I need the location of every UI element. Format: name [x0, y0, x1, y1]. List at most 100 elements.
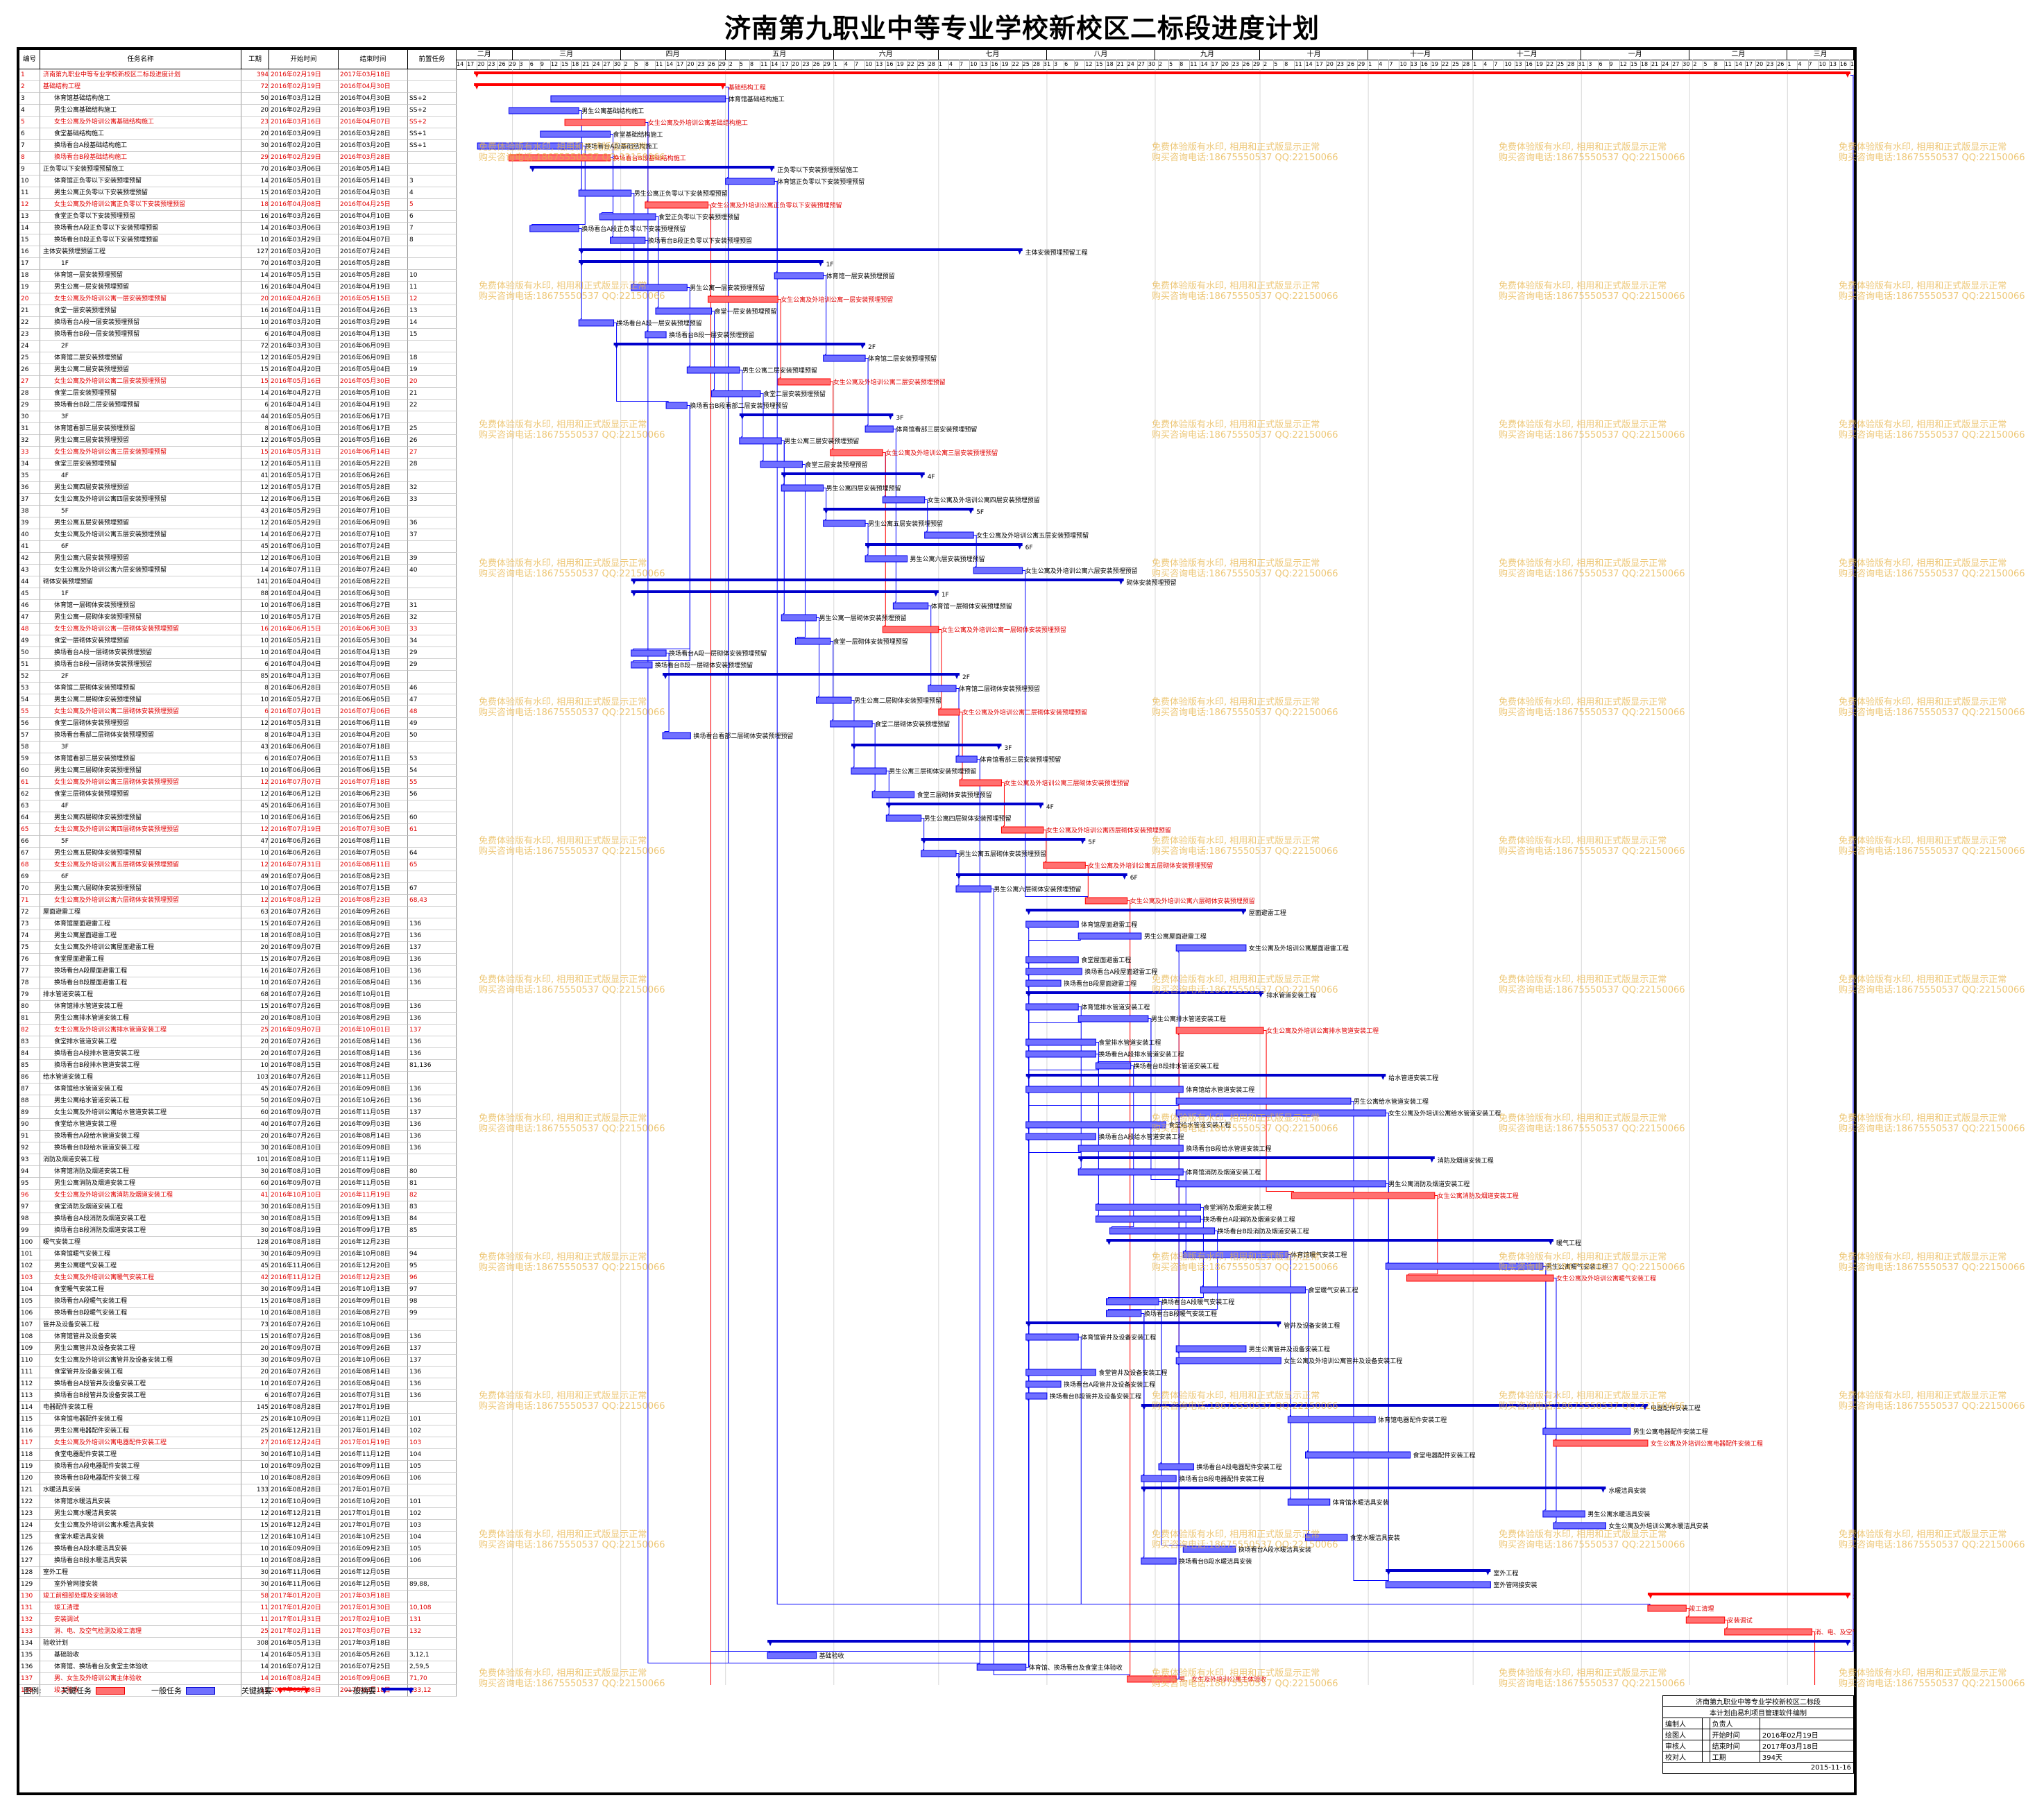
table-row[interactable]: 45 1F 88 2016年04月04日 2016年06月30日	[19, 588, 457, 600]
table-row[interactable]: 25 体育馆二层安装预埋预留 12 2016年05月29日 2016年06月09日 18	[19, 352, 457, 364]
table-row[interactable]: 47 男生公寓一层砌体安装预埋预留 10 2016年05月17日 2016年05月26日…	[19, 612, 457, 624]
table-row[interactable]: 52 2F 85 2016年04月13日 2016年07月06日	[19, 671, 457, 683]
table-row[interactable]: 112 换场看台A段管井及设备安装工程 10 2016年07月26日 2016年08月0…	[19, 1378, 457, 1390]
table-row[interactable]: 54 男生公寓二层砌体安装预埋预留 10 2016年05月27日 2016年06月05日…	[19, 694, 457, 706]
table-row[interactable]: 120 换场看台B段电器配件安装工程 10 2016年08月28日 2016年09月06…	[19, 1473, 457, 1484]
table-row[interactable]: 69 6F 49 2016年07月06日 2016年08月23日	[19, 871, 457, 883]
table-row[interactable]: 71 女生公寓及外培训公寓六层砌体安装预埋预留 12 2016年08月12日 2016年…	[19, 895, 457, 907]
table-row[interactable]: 106 换场看台B段暖气安装工程 10 2016年08月18日 2016年08月27日 9…	[19, 1308, 457, 1319]
table-row[interactable]: 133 消、电、及空气检测及竣工清理 25 2017年02月11日 2017年03月07…	[19, 1626, 457, 1638]
table-row[interactable]: 43 女生公寓及外培训公寓六层安装预埋预留 14 2016年07月11日 2016年07…	[19, 565, 457, 576]
table-row[interactable]: 86 给水管道安装工程 103 2016年07月26日 2016年11月05日	[19, 1072, 457, 1084]
table-row[interactable]: 68 女生公寓及外培训公寓五层砌体安装预埋预留 12 2016年07月31日 2016年…	[19, 859, 457, 871]
table-row[interactable]: 122 体育馆水暖洁具安装 12 2016年10月09日 2016年10月20日 101	[19, 1496, 457, 1508]
table-row[interactable]: 29 换场看台B段二层安装预埋预留 6 2016年04月14日 2016年04月19日 2…	[19, 400, 457, 411]
table-row[interactable]: 135 基础验收 14 2016年05月13日 2016年05月26日 3,12,1	[19, 1650, 457, 1661]
table-row[interactable]: 7 换场看台A段基础结构施工 30 2016年02月20日 2016年03月20日 SS+…	[19, 140, 457, 152]
table-row[interactable]: 80 体育馆排水管道安装工程 15 2016年07月26日 2016年08月09日 136	[19, 1001, 457, 1013]
table-row[interactable]: 114 电器配件安装工程 145 2016年08月28日 2017年01月19日	[19, 1402, 457, 1414]
header-duration[interactable]: 工期	[241, 50, 269, 69]
header-name[interactable]: 任务名称	[40, 50, 241, 69]
table-row[interactable]: 123 男生公寓水暖洁具安装 12 2016年12月21日 2017年01月01日 102	[19, 1508, 457, 1520]
table-row[interactable]: 85 换场看台B段排水管道安装工程 10 2016年08月15日 2016年08月24日…	[19, 1060, 457, 1072]
table-row[interactable]: 42 男生公寓六层安装预埋预留 12 2016年06月10日 2016年06月21日 39	[19, 553, 457, 565]
table-row[interactable]: 12 女生公寓及外培训公寓正负零以下安装预埋预留 18 2016年04月08日 2016…	[19, 199, 457, 211]
table-row[interactable]: 70 男生公寓六层砌体安装预埋预留 10 2016年07月06日 2016年07月15日…	[19, 883, 457, 895]
table-row[interactable]: 108 体育馆管井及设备安装 15 2016年07月26日 2016年08月09日 136	[19, 1331, 457, 1343]
table-row[interactable]: 116 男生公寓电器配件安装工程 25 2016年12月21日 2017年01月14日 1…	[19, 1425, 457, 1437]
table-row[interactable]: 3 体育馆基础结构施工 50 2016年03月12日 2016年04月30日 SS+2	[19, 93, 457, 105]
table-row[interactable]: 128 室外工程 30 2016年11月06日 2016年12月05日	[19, 1567, 457, 1579]
table-row[interactable]: 50 换场看台A段一层砌体安装预埋预留 10 2016年04月04日 2016年04月1…	[19, 647, 457, 659]
table-row[interactable]: 53 体育馆二层砌体安装预埋预留 8 2016年06月28日 2016年07月05日 46	[19, 683, 457, 694]
table-row[interactable]: 89 女生公寓及外培训公寓给水管道安装工程 60 2016年09月07日 2016年11…	[19, 1107, 457, 1119]
table-row[interactable]: 32 男生公寓三层安装预埋预留 12 2016年05月05日 2016年05月16日 26	[19, 435, 457, 447]
table-row[interactable]: 130 竣工前细部处理及安装验收 58 2017年01月20日 2017年03月18日	[19, 1591, 457, 1602]
table-row[interactable]: 20 女生公寓及外培训公寓一层安装预埋预留 20 2016年04月26日 2016年05…	[19, 293, 457, 305]
table-row[interactable]: 30 3F 44 2016年05月05日 2016年06月17日	[19, 411, 457, 423]
table-row[interactable]: 10 体育馆正负零以下安装预埋预留 14 2016年05月01日 2016年05月14日…	[19, 175, 457, 187]
table-row[interactable]: 35 4F 41 2016年05月17日 2016年06月26日	[19, 470, 457, 482]
header-id[interactable]: 编号	[19, 50, 40, 69]
table-row[interactable]: 36 男生公寓四层安装预埋预留 12 2016年05月17日 2016年05月28日 32	[19, 482, 457, 494]
table-row[interactable]: 93 消防及烟道安装工程 101 2016年08月10日 2016年11月19日	[19, 1154, 457, 1166]
table-row[interactable]: 58 3F 43 2016年06月06日 2016年07月18日	[19, 742, 457, 753]
table-row[interactable]: 136 体育馆、换场看台及食堂主体验收 14 2016年07月12日 2016年07月2…	[19, 1661, 457, 1673]
table-row[interactable]: 119 换场看台A段电器配件安装工程 10 2016年09月02日 2016年09月11…	[19, 1461, 457, 1473]
table-row[interactable]: 1 济南第九职业中等专业学校新校区二标段进度计划 394 2016年02月19日 201…	[19, 69, 457, 81]
table-row[interactable]: 118 食堂电器配件安装工程 30 2016年10月14日 2016年11月12日 104	[19, 1449, 457, 1461]
table-row[interactable]: 105 换场看台A段暖气安装工程 15 2016年08月18日 2016年09月01日 9…	[19, 1296, 457, 1308]
table-row[interactable]: 97 食堂消防及烟道安装工程 30 2016年08月15日 2016年09月13日 83	[19, 1201, 457, 1213]
table-row[interactable]: 31 体育馆看部三层安装预埋预留 8 2016年06月10日 2016年06月17日 25	[19, 423, 457, 435]
table-row[interactable]: 101 体育馆暖气安装工程 30 2016年09月09日 2016年10月08日 94	[19, 1249, 457, 1260]
table-row[interactable]: 5 女生公寓及外培训公寓基础结构施工 23 2016年03月16日 2016年04月07…	[19, 117, 457, 128]
table-row[interactable]: 74 男生公寓屋面避雷工程 18 2016年08月10日 2016年08月27日 136	[19, 930, 457, 942]
table-row[interactable]: 87 体育馆给水管道安装工程 45 2016年07月26日 2016年09月08日 136	[19, 1084, 457, 1095]
table-row[interactable]: 9 正负零以下安装预埋预留施工 70 2016年03月06日 2016年05月14日	[19, 164, 457, 175]
table-row[interactable]: 51 换场看台B段一层砌体安装预埋预留 6 2016年04月04日 2016年04月09…	[19, 659, 457, 671]
table-row[interactable]: 82 女生公寓及外培训公寓排水管道安装工程 25 2016年09月07日 2016年10…	[19, 1025, 457, 1036]
table-row[interactable]: 132 安装调试 11 2017年01月31日 2017年02月10日 131	[19, 1614, 457, 1626]
table-row[interactable]: 81 男生公寓排水管道安装工程 20 2016年08月10日 2016年08月29日 13…	[19, 1013, 457, 1025]
table-row[interactable]: 63 4F 45 2016年06月16日 2016年07月30日	[19, 800, 457, 812]
table-row[interactable]: 131 竣工清理 11 2017年01月20日 2017年01月30日 10,108	[19, 1602, 457, 1614]
header-end[interactable]: 结束时间	[339, 50, 408, 69]
table-row[interactable]: 61 女生公寓及外培训公寓三层砌体安装预埋预留 12 2016年07月07日 2016年…	[19, 777, 457, 789]
table-row[interactable]: 49 食堂一层砌体安装预埋预留 10 2016年05月21日 2016年05月30日 34	[19, 635, 457, 647]
table-row[interactable]: 115 体育馆电器配件安装工程 25 2016年10月09日 2016年11月02日 10…	[19, 1414, 457, 1425]
table-row[interactable]: 21 食堂一层安装预埋预留 16 2016年04月11日 2016年04月26日 13	[19, 305, 457, 317]
table-row[interactable]: 6 食堂基础结构施工 20 2016年03月09日 2016年03月28日 SS+1	[19, 128, 457, 140]
table-row[interactable]: 11 男生公寓正负零以下安装预埋预留 15 2016年03月20日 2016年04月03…	[19, 187, 457, 199]
table-row[interactable]: 104 食堂暖气安装工程 30 2016年09月14日 2016年10月13日 97	[19, 1284, 457, 1296]
table-row[interactable]: 95 男生公寓消防及烟道安装工程 60 2016年09月07日 2016年11月05日 8…	[19, 1178, 457, 1190]
table-row[interactable]: 99 换场看台B段消防及烟道安装工程 30 2016年08月19日 2016年09月17…	[19, 1225, 457, 1237]
table-row[interactable]: 72 屋面避雷工程 63 2016年07月26日 2016年09月26日	[19, 907, 457, 918]
table-row[interactable]: 102 男生公寓暖气安装工程 45 2016年11月06日 2016年12月20日 95	[19, 1260, 457, 1272]
table-row[interactable]: 90 食堂给水管道安装工程 40 2016年07月26日 2016年09月03日 136	[19, 1119, 457, 1131]
table-row[interactable]: 22 换场看台A段一层安装预埋预留 10 2016年03月20日 2016年03月29日…	[19, 317, 457, 329]
table-row[interactable]: 110 女生公寓及外培训公寓管井及设备安装工程 30 2016年09月07日 2016年…	[19, 1355, 457, 1367]
table-row[interactable]: 8 换场看台B段基础结构施工 29 2016年02月29日 2016年03月28日	[19, 152, 457, 164]
table-row[interactable]: 76 食堂屋面避雷工程 15 2016年07月26日 2016年08月09日 136	[19, 954, 457, 966]
table-row[interactable]: 64 男生公寓四层砌体安装预埋预留 10 2016年06月16日 2016年06月25日…	[19, 812, 457, 824]
table-row[interactable]: 55 女生公寓及外培训公寓二层砌体安装预埋预留 6 2016年07月01日 2016年0…	[19, 706, 457, 718]
table-row[interactable]: 107 管井及设备安装工程 73 2016年07月26日 2016年10月06日	[19, 1319, 457, 1331]
table-row[interactable]: 48 女生公寓及外培训公寓一层砌体安装预埋预留 16 2016年06月15日 2016年…	[19, 624, 457, 635]
table-row[interactable]: 77 换场看台A段屋面避雷工程 16 2016年07月26日 2016年08月10日 13…	[19, 966, 457, 977]
table-row[interactable]: 38 5F 43 2016年05月29日 2016年07月10日	[19, 506, 457, 517]
table-row[interactable]: 65 女生公寓及外培训公寓四层砌体安装预埋预留 12 2016年07月19日 2016年…	[19, 824, 457, 836]
table-row[interactable]: 96 女生公寓及外培训公寓消防及烟道安装工程 41 2016年10月10日 2016年1…	[19, 1190, 457, 1201]
table-row[interactable]: 15 换场看台B段正负零以下安装预埋预留 10 2016年03月29日 2016年04月…	[19, 234, 457, 246]
table-row[interactable]: 37 女生公寓及外培训公寓四层安装预埋预留 12 2016年06月15日 2016年06…	[19, 494, 457, 506]
table-row[interactable]: 111 食堂管井及设备安装工程 20 2016年07月26日 2016年08月14日 13…	[19, 1367, 457, 1378]
table-row[interactable]: 34 食堂三层安装预埋预留 12 2016年05月11日 2016年05月22日 28	[19, 459, 457, 470]
table-row[interactable]: 78 换场看台B段屋面避雷工程 10 2016年07月26日 2016年08月04日 13…	[19, 977, 457, 989]
table-row[interactable]: 94 体育馆消防及烟道安装工程 30 2016年08月10日 2016年09月08日 80	[19, 1166, 457, 1178]
table-row[interactable]: 26 男生公寓二层安装预埋预留 15 2016年04月20日 2016年05月04日 19	[19, 364, 457, 376]
table-row[interactable]: 28 食堂二层安装预埋预留 14 2016年04月27日 2016年05月10日 21	[19, 388, 457, 400]
table-row[interactable]: 66 5F 47 2016年06月26日 2016年08月11日	[19, 836, 457, 848]
header-pred[interactable]: 前置任务	[408, 50, 457, 69]
table-row[interactable]: 56 食堂二层砌体安装预埋预留 12 2016年05月31日 2016年06月11日 49	[19, 718, 457, 730]
table-row[interactable]: 92 换场看台B段给水管道安装工程 30 2016年08月10日 2016年09月08日…	[19, 1142, 457, 1154]
table-row[interactable]: 18 体育馆一层安装预埋预留 14 2016年05月15日 2016年05月28日 10	[19, 270, 457, 282]
